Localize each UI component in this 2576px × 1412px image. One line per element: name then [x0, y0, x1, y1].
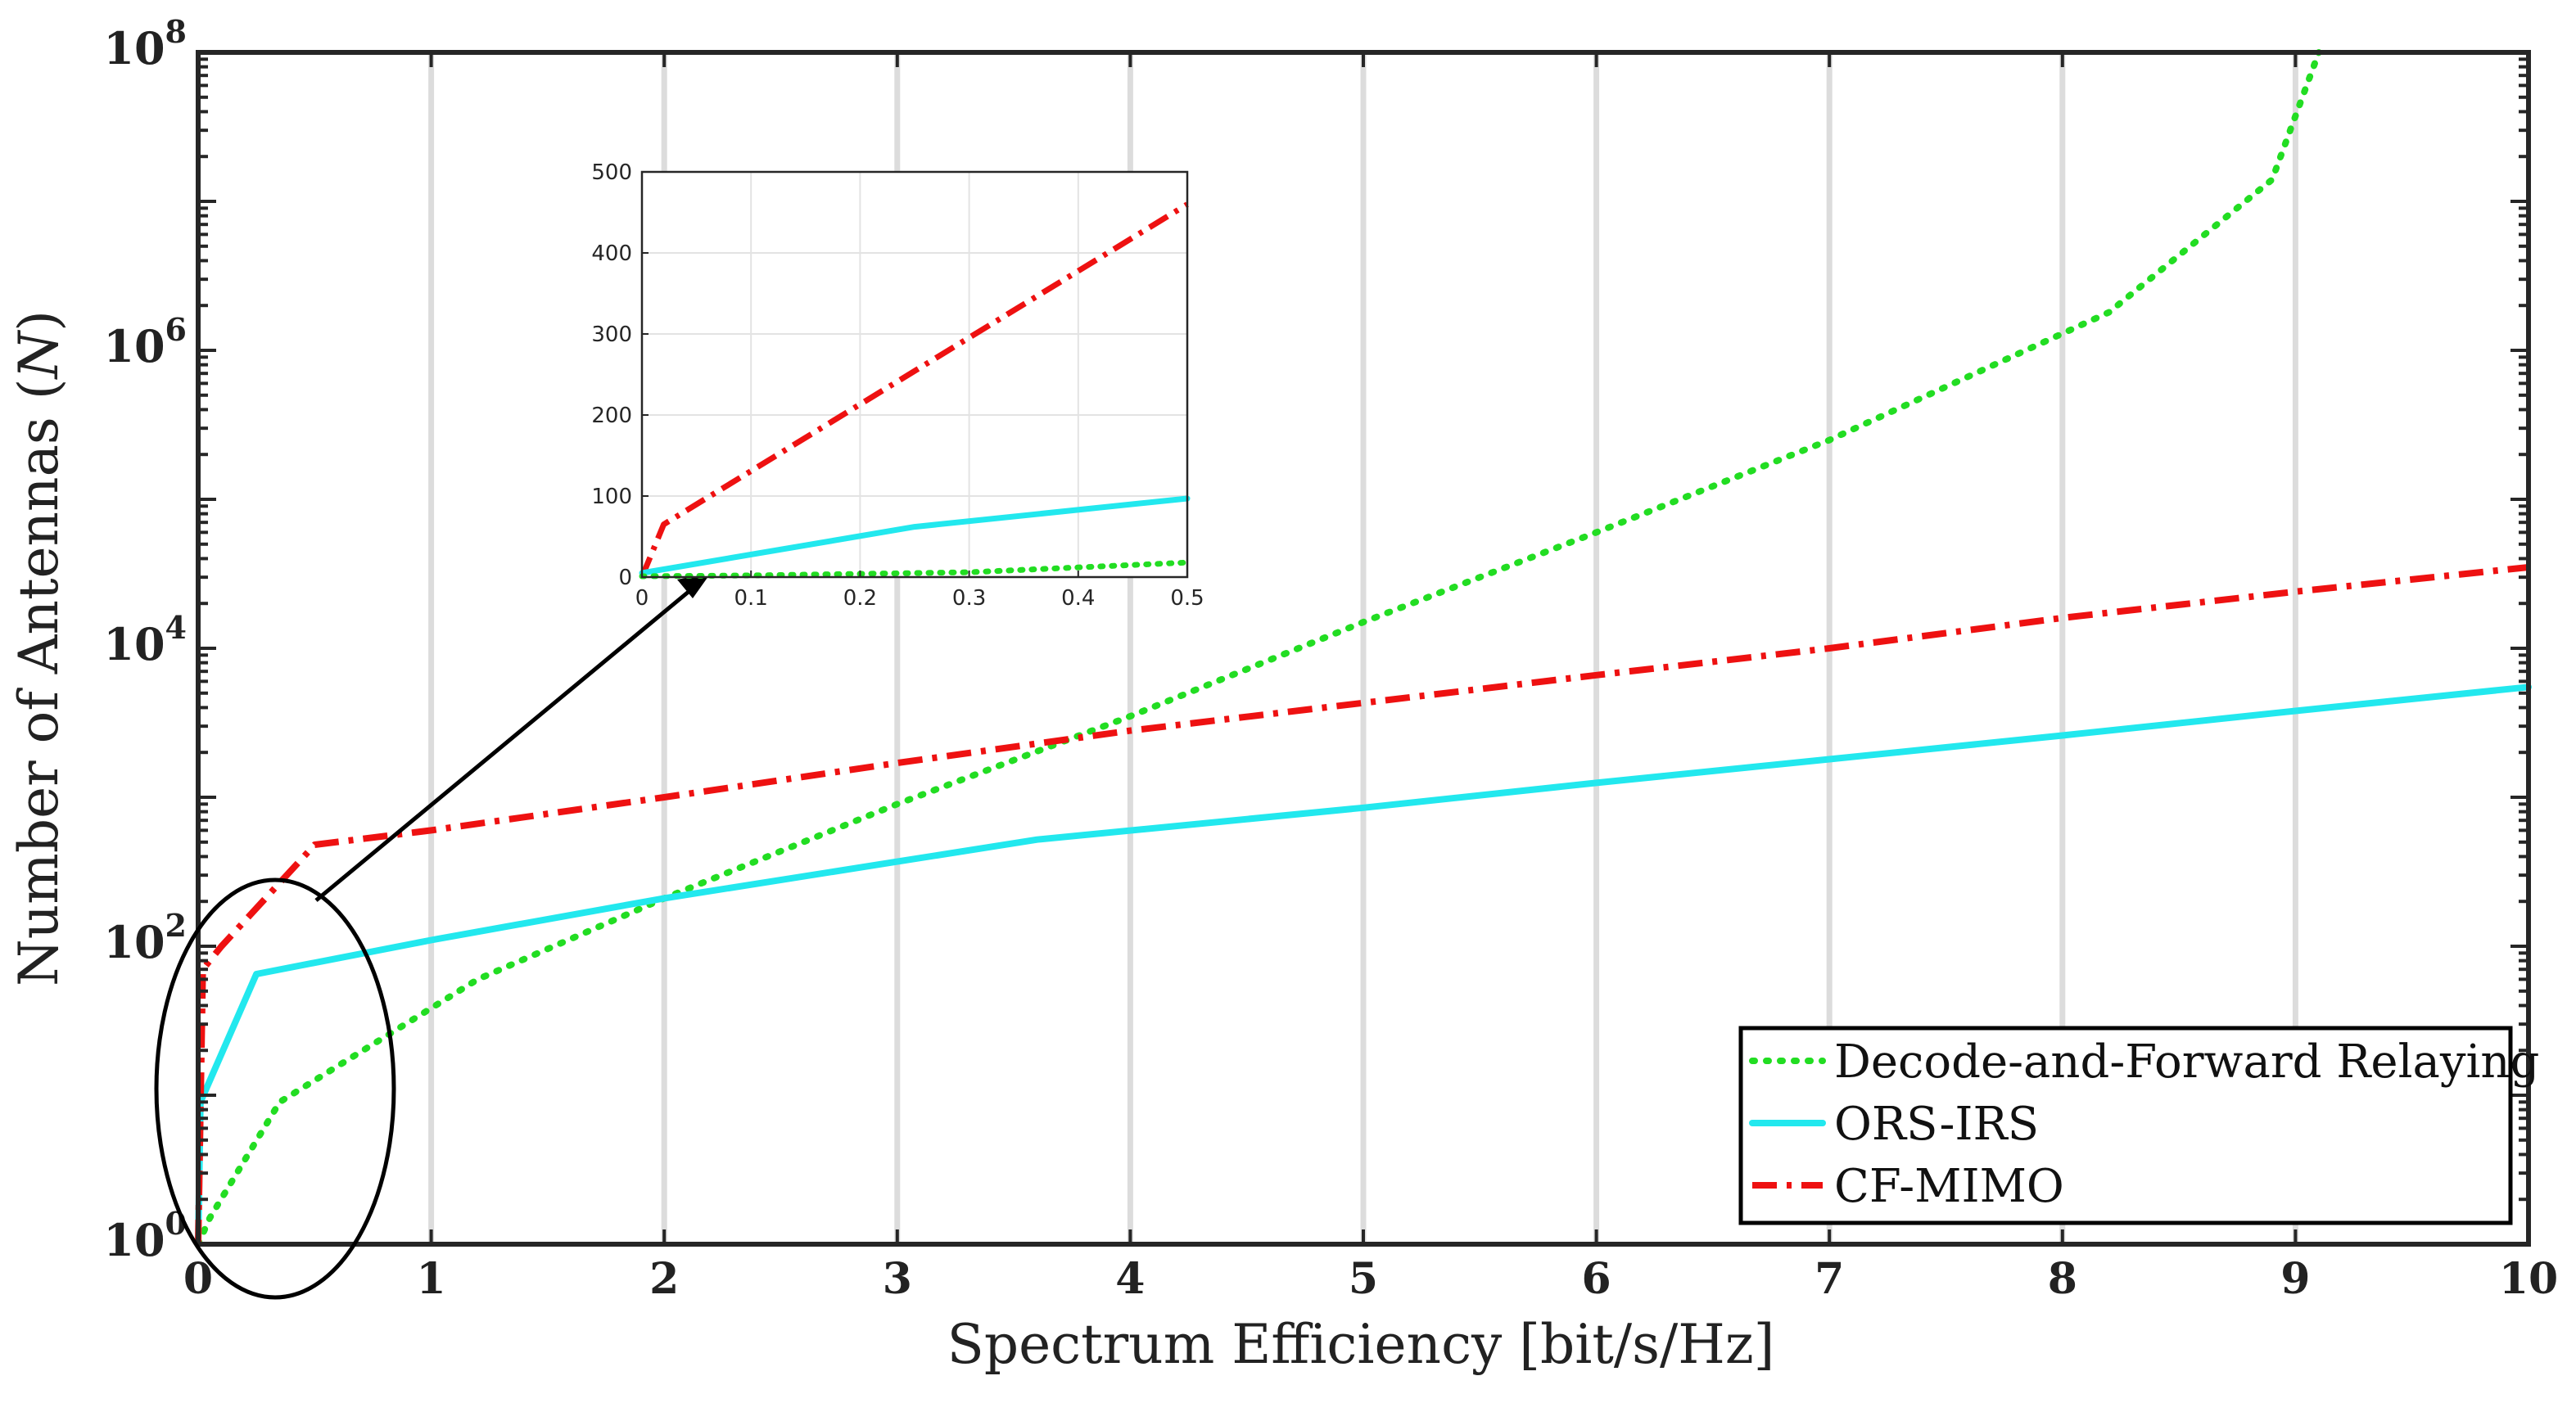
inset-series-cf-mimo [639, 201, 1189, 579]
x-tick-label: 3 [883, 1254, 912, 1304]
x-tick-label: 2 [649, 1254, 679, 1304]
zoom-arrowhead [677, 573, 711, 598]
y-tick-label: 104 [103, 609, 187, 670]
inset-ticks: 0 0.1 0.2 0.3 0.4 0.5 0 100 200 300 400 500 [591, 160, 1204, 611]
x-tick-label: 1 [417, 1254, 446, 1304]
x-tick-label: 5 [1349, 1254, 1378, 1304]
zoom-arrow [314, 589, 691, 902]
inset-y-tick-label: 100 [591, 485, 632, 509]
x-tick-label: 4 [1115, 1254, 1145, 1304]
y-tick-label: 106 [103, 311, 187, 372]
inset-x-tick-label: 0.1 [734, 586, 768, 611]
inset-x-tick-label: 0.4 [1061, 586, 1095, 611]
series-decode-and-forward-relaying [195, 49, 2322, 1247]
series-ors-irs [195, 683, 2532, 1247]
legend-label: ORS-IRS [1834, 1098, 2039, 1151]
series-cf-mimo [195, 564, 2529, 1245]
inset-series-ors-irs [639, 495, 1191, 576]
zoom-annotations [154, 573, 711, 1300]
inset-x-tick-label: 0.5 [1170, 586, 1204, 611]
y-tick-label: 108 [103, 13, 187, 74]
legend: Decode-and-Forward Relaying ORS-IRS CF-MIM… [1738, 1026, 2539, 1225]
x-tick-label: 10 [2499, 1254, 2558, 1304]
zoom-ellipse [154, 877, 396, 1300]
inset-y-tick-label: 500 [591, 160, 632, 185]
legend-label: Decode-and-Forward Relaying [1834, 1035, 2539, 1089]
inset-y-tick-label: 0 [618, 566, 632, 590]
x-tick-label: 6 [1582, 1254, 1611, 1304]
legend-box [1738, 1026, 2513, 1225]
main-ticks: 0 1 2 3 4 5 6 7 8 9 10 100 102 104 106 108 [103, 13, 2558, 1304]
y-axis-label: Number of Antennas (N) [7, 310, 70, 986]
main-series-group [195, 49, 2532, 1247]
x-tick-label: 9 [2280, 1254, 2310, 1304]
inset-chart: 0 0.1 0.2 0.3 0.4 0.5 0 100 200 300 400 500 [591, 160, 1204, 611]
inset-x-tick-label: 0.3 [952, 586, 986, 611]
inset-frame [640, 170, 1189, 579]
inset-x-tick-label: 0.2 [843, 586, 877, 611]
x-tick-label: 7 [1814, 1254, 1844, 1304]
inset-y-tick-label: 300 [591, 323, 632, 347]
inset-x-tick-label: 0 [635, 586, 649, 611]
y-tick-label: 100 [103, 1205, 187, 1266]
inset-background [642, 172, 1187, 577]
x-tick-label: 8 [2048, 1254, 2077, 1304]
inset-y-tick-label: 400 [591, 241, 632, 266]
legend-label: CF-MIMO [1834, 1160, 2064, 1213]
x-axis-label: Spectrum Efficiency [bit/s/Hz] [947, 1313, 1775, 1376]
y-tick-label: 102 [103, 907, 187, 968]
inset-y-tick-label: 200 [591, 404, 632, 428]
